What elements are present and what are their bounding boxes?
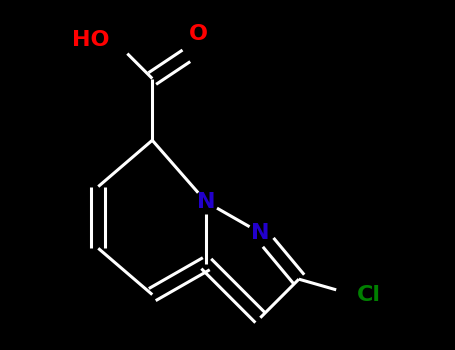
Text: N: N xyxy=(251,223,269,243)
Text: HO: HO xyxy=(72,30,110,50)
Text: O: O xyxy=(189,24,208,44)
Text: N: N xyxy=(197,192,216,212)
Text: Cl: Cl xyxy=(357,285,381,304)
